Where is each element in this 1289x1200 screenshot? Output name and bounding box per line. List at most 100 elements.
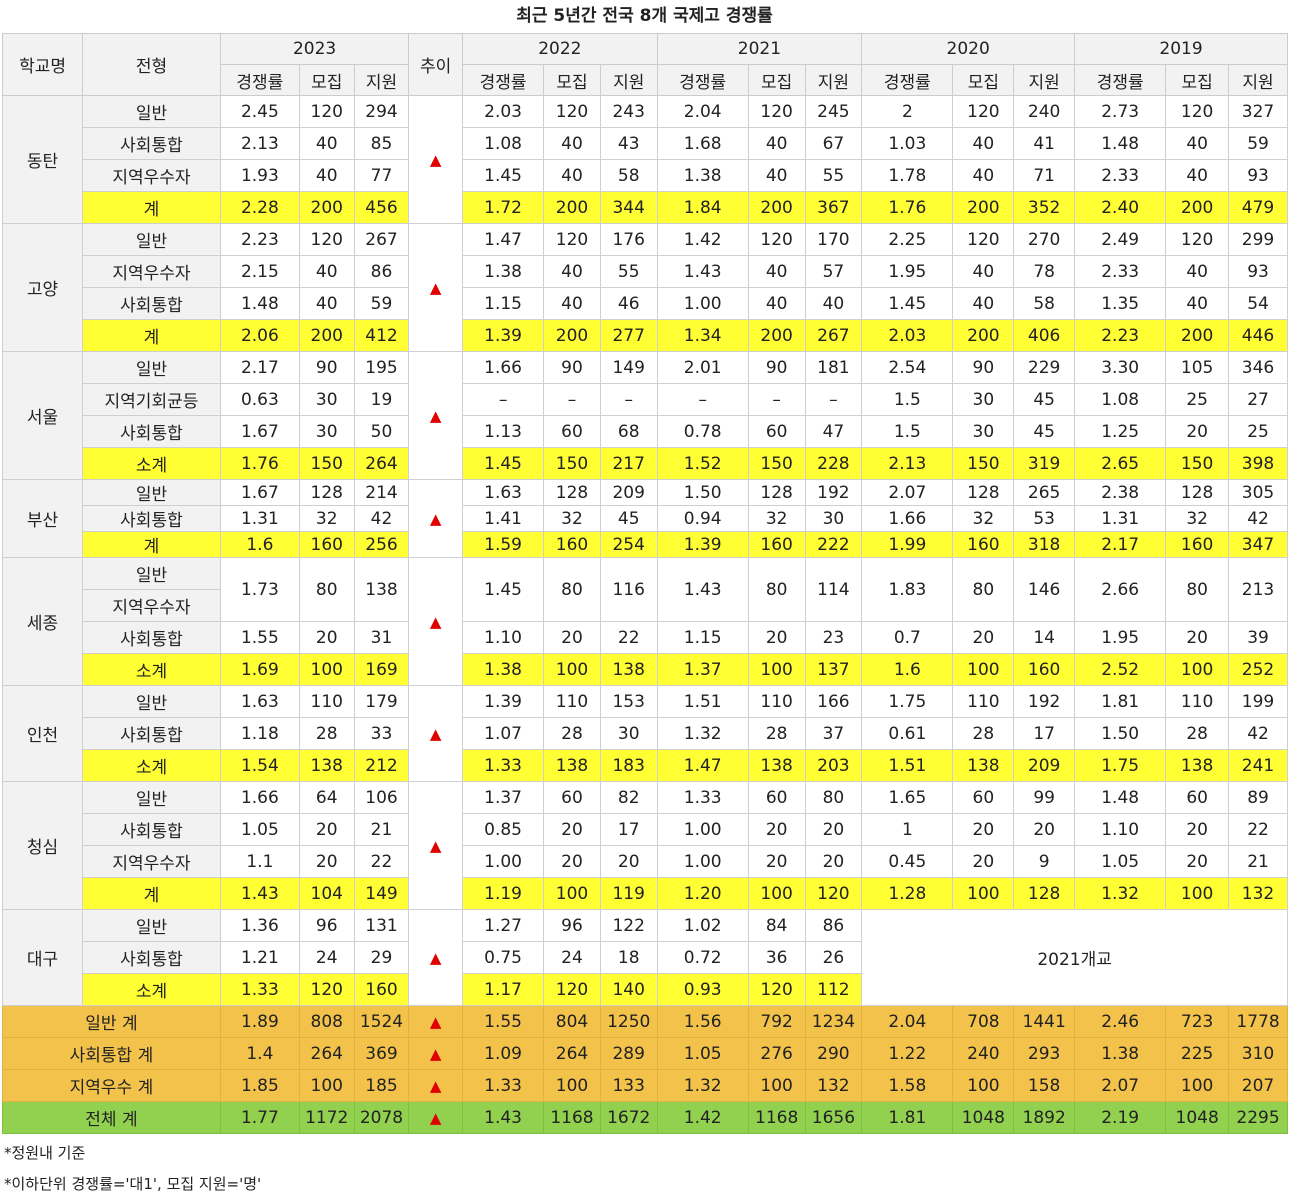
- quota-cell: 20: [298, 845, 355, 878]
- quota-cell: 20: [298, 621, 355, 654]
- rate-cell: 1.67: [219, 415, 300, 448]
- quota-cell: 100: [1165, 877, 1230, 910]
- applicant-cell: 327: [1228, 95, 1288, 128]
- row-type-label: 사회통합: [82, 621, 221, 654]
- quota-cell: 40: [747, 127, 806, 160]
- applicant-cell: 265: [1013, 479, 1076, 506]
- quota-cell: 40: [543, 287, 601, 320]
- trend-indicator: ▲: [408, 1069, 464, 1102]
- quota-cell: 60: [747, 781, 806, 814]
- applicant-cell: 37: [804, 717, 863, 750]
- school-name: 부산: [1, 479, 84, 558]
- quota-cell: 120: [298, 95, 355, 128]
- rate-cell: 1.31: [1074, 505, 1167, 532]
- quota-cell: 32: [298, 505, 355, 532]
- rate-cell: 1.31: [219, 505, 300, 532]
- quota-cell: 20: [1165, 845, 1230, 878]
- applicant-cell: 42: [1228, 505, 1288, 532]
- applicant-cell: 289: [599, 1037, 658, 1070]
- quota-cell: 96: [298, 909, 355, 942]
- quota-cell: 40: [952, 255, 1015, 288]
- rate-cell: 2.38: [1074, 479, 1167, 506]
- quota-cell: 128: [298, 479, 355, 506]
- category-total-row: 일반 계 1.89 808 1524 ▲ 1.55 804 1250 1.56 792 1234 2.…: [2, 1005, 1288, 1038]
- header-year: 2020: [861, 33, 1076, 65]
- applicant-cell: 185: [353, 1069, 410, 1102]
- applicant-cell: 57: [804, 255, 863, 288]
- category-total-label: 지역우수 계: [2, 1069, 221, 1102]
- rate-cell: 1.63: [462, 479, 545, 506]
- quota-cell: 808: [298, 1005, 355, 1038]
- rate-cell: 1.67: [219, 479, 300, 506]
- applicant-cell: 1892: [1013, 1101, 1076, 1134]
- quota-cell: 120: [747, 223, 806, 256]
- applicant-cell: 214: [353, 479, 410, 506]
- rate-cell: 1.54: [219, 749, 300, 782]
- rate-cell: 0.7: [861, 621, 954, 654]
- quota-cell: 276: [747, 1037, 806, 1070]
- table-row: 계 1.6 160 256 1.59 160 254 1.39 160 222 1.99 160 318…: [3, 531, 1288, 558]
- row-type-label: 사회통합: [82, 813, 221, 846]
- rate-cell: –: [462, 383, 545, 416]
- rate-cell: 1.55: [462, 1005, 545, 1038]
- rate-cell: 1.66: [219, 781, 300, 814]
- quota-cell: 105: [1165, 351, 1230, 384]
- rate-cell: 1.78: [861, 159, 954, 192]
- rate-cell: 2.23: [219, 223, 300, 256]
- row-type-label: 소계: [82, 447, 221, 480]
- applicant-cell: 45: [1013, 415, 1076, 448]
- table-row: 소계 1.33 120 160 1.17 120 140 0.93 120 112: [3, 973, 1288, 1006]
- rate-cell: 2.15: [219, 255, 300, 288]
- rate-cell: 2.40: [1074, 191, 1167, 224]
- header-sub: 경쟁률: [219, 64, 300, 96]
- applicant-cell: 222: [804, 531, 863, 558]
- header-year: 2019: [1074, 33, 1288, 65]
- table-row: 소계 1.69 100 169 1.38 100 138 1.37 100 137 1.6 100 16…: [3, 653, 1288, 686]
- school-name: 동탄: [1, 95, 84, 224]
- rate-cell: 2.07: [1074, 1069, 1167, 1102]
- applicant-cell: 1234: [804, 1005, 863, 1038]
- quota-cell: 200: [543, 191, 601, 224]
- applicant-cell: 240: [1013, 95, 1076, 128]
- applicant-cell: 352: [1013, 191, 1076, 224]
- quota-cell: 708: [952, 1005, 1015, 1038]
- quota-cell: 20: [952, 813, 1015, 846]
- quota-cell: 120: [952, 223, 1015, 256]
- rate-cell: 1.48: [219, 287, 300, 320]
- row-type-label: 일반: [82, 223, 221, 256]
- applicant-cell: 59: [353, 287, 410, 320]
- quota-cell: 100: [298, 653, 355, 686]
- rate-cell: 2.52: [1074, 653, 1167, 686]
- rate-cell: 1: [861, 813, 954, 846]
- rate-cell: 1.43: [656, 255, 749, 288]
- applicant-cell: 39: [1228, 621, 1288, 654]
- quota-cell: 28: [747, 717, 806, 750]
- rate-cell: 1.6: [861, 653, 954, 686]
- applicant-cell: 138: [599, 653, 658, 686]
- table-row: 청심 일반 1.66 64 106 ▲ 1.37 60 82 1.33 60 80 1.65 60 99 1.…: [1, 781, 1288, 910]
- applicant-cell: 86: [804, 909, 863, 942]
- up-triangle-icon: ▲: [429, 278, 442, 297]
- applicant-cell: 122: [599, 909, 658, 942]
- rate-cell: 1.00: [656, 287, 749, 320]
- quota-cell: 32: [747, 505, 806, 532]
- category-total-row: 지역우수 계 1.85 100 185 ▲ 1.33 100 133 1.32 100 132 1.5…: [2, 1069, 1288, 1102]
- school-name: 대구: [1, 909, 84, 1006]
- applicant-cell: 252: [1228, 653, 1288, 686]
- rate-cell: 1.59: [462, 531, 545, 558]
- table-row: 사회통합 1.48 40 59 1.15 40 46 1.00 40 40 1.45 40 58 1.35…: [3, 287, 1288, 320]
- rate-cell: 1.25: [1074, 415, 1167, 448]
- table-row: 지역기회균등 0.63 30 19– – – – – –1.5 30 45 1.08 25 27: [3, 383, 1288, 416]
- quota-cell: 100: [1165, 653, 1230, 686]
- table-row: 부산 일반 1.67 128 214 ▲ 1.63 128 209 1.50 128 192 2.07 1…: [1, 479, 1288, 558]
- trend-indicator: ▲: [408, 1037, 464, 1070]
- rate-cell: 1.43: [656, 557, 749, 622]
- quota-cell: 40: [298, 159, 355, 192]
- applicant-cell: 45: [599, 505, 658, 532]
- rate-cell: 1.65: [861, 781, 954, 814]
- header-type: 전형: [82, 33, 221, 96]
- applicant-cell: 132: [804, 1069, 863, 1102]
- quota-cell: 100: [298, 1069, 355, 1102]
- rate-cell: 2.13: [861, 447, 954, 480]
- quota-cell: 30: [298, 383, 355, 416]
